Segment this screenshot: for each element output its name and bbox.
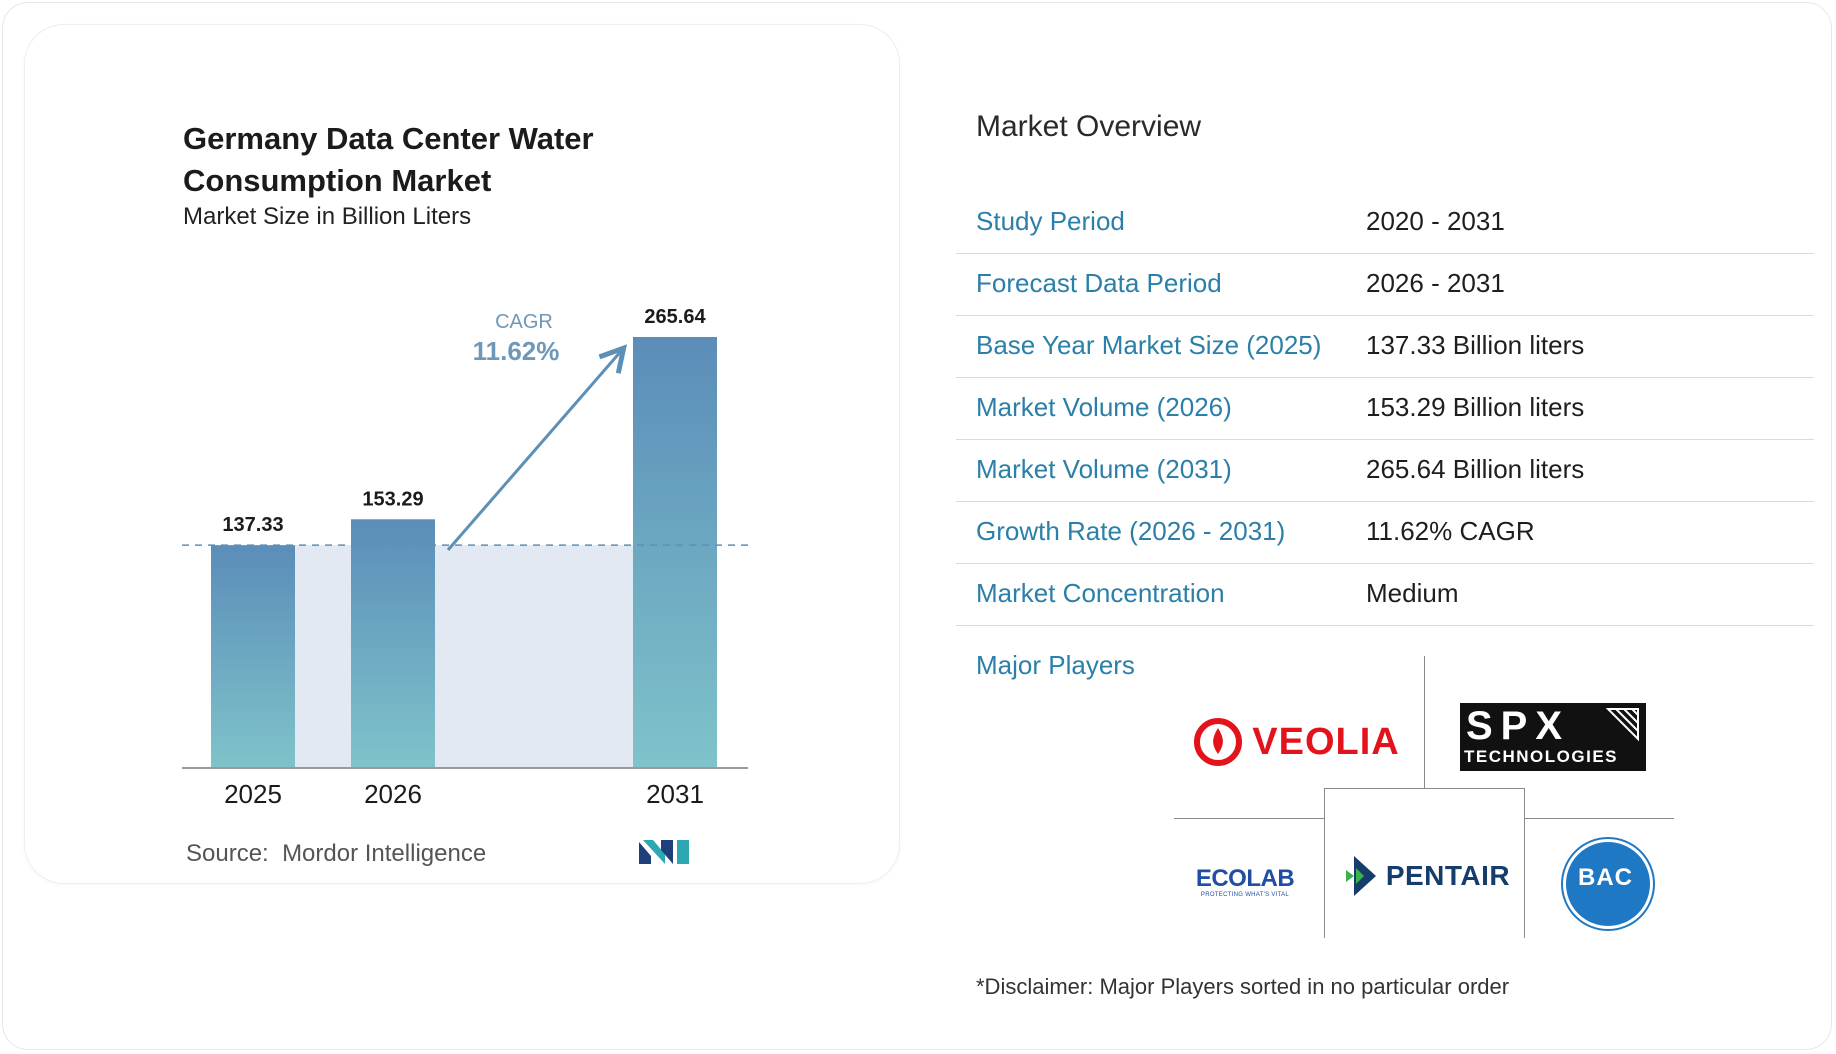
- veolia-logo: VEOLIA: [1192, 714, 1402, 770]
- ecolab-logo-tagline: PROTECTING WHAT'S VITAL: [1200, 892, 1290, 898]
- source-text: Source: Mordor Intelligence: [186, 840, 486, 868]
- overview-value: Medium: [1366, 578, 1459, 608]
- market-overview-title: Market Overview: [976, 110, 1202, 143]
- logo-divider: [1524, 788, 1525, 938]
- disclaimer-text: *Disclaimer: Major Players sorted in no …: [976, 974, 1510, 999]
- overview-row-concentration: Market Concentration Medium: [956, 564, 1814, 626]
- spx-logo-text: SPX: [1466, 704, 1571, 748]
- source-name: Mordor Intelligence: [282, 840, 487, 867]
- mordor-intelligence-logo-icon: [639, 840, 689, 864]
- pentair-diamond-icon: [1345, 856, 1376, 896]
- overview-table: Study Period 2020 - 2031 Forecast Data P…: [956, 192, 1814, 626]
- source-label: Source:: [186, 840, 269, 867]
- overview-label: Market Volume (2026): [976, 392, 1232, 422]
- logo-divider: [1324, 788, 1325, 938]
- chart-title: Germany Data Center Water Consumption Ma…: [183, 121, 594, 198]
- overview-label: Market Volume (2031): [976, 454, 1232, 484]
- logo-divider: [1324, 788, 1525, 789]
- cagr-arrow: [446, 350, 622, 551]
- cagr-value: 11.62%: [473, 336, 560, 366]
- bac-logo: BAC: [1558, 834, 1658, 934]
- bar-2025: [211, 545, 295, 768]
- overview-row-study-period: Study Period 2020 - 2031: [956, 192, 1814, 254]
- overview-label: Forecast Data Period: [976, 268, 1222, 298]
- spx-pattern-icon: [1606, 708, 1639, 742]
- bar-chart: 137.33 2025 153.29 2026 265.64 2031 CAGR 11.62%: [182, 306, 750, 809]
- bar-2026: [351, 519, 435, 768]
- overview-value: 137.33 Billion liters: [1366, 330, 1585, 360]
- overview-row-growth-rate: Growth Rate (2026 - 2031) 11.62% CAGR: [956, 502, 1814, 564]
- overview-label: Market Concentration: [976, 578, 1225, 608]
- ecolab-logo: ECOLAB PROTECTING WHAT'S VITAL: [1180, 858, 1310, 908]
- cagr-label: CAGR: [495, 311, 553, 333]
- overview-label: Study Period: [976, 206, 1125, 236]
- overview-label: Base Year Market Size (2025): [976, 330, 1322, 360]
- overview-value: 265.64 Billion liters: [1366, 454, 1585, 484]
- overview-value: 153.29 Billion liters: [1366, 392, 1585, 422]
- ecolab-logo-text: ECOLAB: [1195, 865, 1295, 892]
- spx-logo-box: SPX TECHNOLOGIES: [1460, 703, 1646, 771]
- overview-row-forecast-period: Forecast Data Period 2026 - 2031: [956, 254, 1814, 316]
- bar-2031: [633, 337, 717, 768]
- x-tick-label-2031: 2031: [646, 779, 704, 809]
- x-tick-label-2025: 2025: [224, 779, 282, 809]
- x-tick-label-2026: 2026: [364, 779, 422, 809]
- chart-subtitle: Market Size in Billion Liters: [183, 203, 472, 230]
- overview-value: 2026 - 2031: [1366, 268, 1505, 298]
- overview-label: Growth Rate (2026 - 2031): [976, 516, 1286, 546]
- logo-divider: [1524, 818, 1674, 819]
- logo-divider: [1174, 818, 1324, 819]
- overview-row-volume-2031: Market Volume (2031) 265.64 Billion lite…: [956, 440, 1814, 502]
- bac-logo-text: BAC: [1578, 864, 1633, 891]
- bac-logo-circle: BAC: [1563, 839, 1653, 929]
- veolia-drop-icon: [1194, 718, 1243, 766]
- reference-area: [211, 545, 717, 768]
- spx-logo: SPX TECHNOLOGIES: [1458, 702, 1648, 772]
- overview-value: 2020 - 2031: [1366, 206, 1505, 236]
- major-players-logos: VEOLIA SPX TECHNOLOGIES ECOLAB PROTECTIN…: [1170, 652, 1680, 942]
- value-label-2031: 265.64: [644, 306, 706, 328]
- pentair-logo: PENTAIR: [1336, 848, 1516, 904]
- overview-value: 11.62% CAGR: [1366, 516, 1535, 546]
- pentair-logo-text: PENTAIR: [1385, 860, 1511, 891]
- value-label-2026: 153.29: [362, 488, 423, 510]
- value-label-2025: 137.33: [222, 514, 283, 536]
- overview-row-volume-2026: Market Volume (2026) 153.29 Billion lite…: [956, 378, 1814, 440]
- major-players-label: Major Players: [976, 650, 1135, 680]
- spx-logo-subtext: TECHNOLOGIES: [1464, 747, 1619, 766]
- overview-row-base-year-size: Base Year Market Size (2025) 137.33 Bill…: [956, 316, 1814, 378]
- logo-divider: [1424, 656, 1425, 788]
- veolia-logo-text: VEOLIA: [1252, 720, 1400, 763]
